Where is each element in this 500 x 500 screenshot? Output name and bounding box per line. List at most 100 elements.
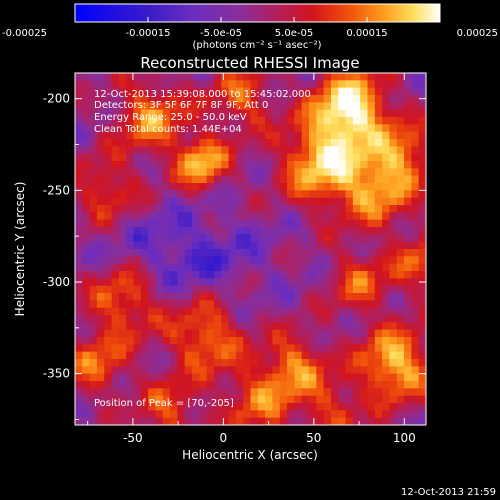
heatmap-cell [294, 234, 303, 243]
heatmap-cell [389, 344, 398, 353]
heatmap-cell [404, 175, 412, 184]
heatmap-cell [345, 190, 354, 199]
heatmap-cell [118, 263, 127, 272]
heatmap-cell [287, 95, 295, 103]
heatmap-image [75, 73, 426, 425]
heatmap-cell [287, 73, 295, 81]
heatmap-cell [301, 307, 310, 316]
heatmap-cell [382, 315, 391, 323]
heatmap-cell [111, 315, 120, 323]
heatmap-cell [411, 315, 420, 323]
heatmap-cell [89, 190, 98, 199]
heatmap-cell [323, 417, 332, 425]
heatmap-cell [111, 285, 120, 294]
heatmap-cell [404, 417, 412, 425]
heatmap-cell [111, 344, 120, 353]
heatmap-cell [104, 197, 113, 206]
heatmap-cell [418, 183, 426, 191]
heatmap-cell [177, 117, 186, 125]
heatmap-cell [418, 271, 426, 279]
heatmap-cell [309, 190, 317, 199]
heatmap-cell [272, 117, 281, 125]
heatmap-cell [374, 293, 383, 301]
heatmap-cell [155, 95, 164, 103]
heatmap-cell [228, 168, 237, 177]
heatmap-cell [272, 124, 281, 133]
heatmap-cell [345, 256, 354, 265]
heatmap-cell [243, 322, 252, 331]
heatmap-cell [148, 109, 157, 118]
heatmap-cell [126, 300, 135, 309]
heatmap-cell [360, 131, 369, 140]
heatmap-cell [118, 168, 127, 177]
heatmap-cell [396, 307, 405, 316]
heatmap-cell [133, 285, 142, 294]
heatmap-cell [206, 153, 215, 162]
heatmap-cell [352, 124, 361, 133]
heatmap-cell [177, 293, 186, 301]
heatmap-cell [170, 183, 178, 191]
heatmap-cell [316, 161, 325, 169]
heatmap-cell [75, 417, 83, 425]
heatmap-cell [287, 80, 295, 89]
heatmap-cell [374, 337, 383, 345]
heatmap-cell [243, 190, 252, 199]
heatmap-cell [360, 256, 369, 265]
heatmap-cell [272, 351, 281, 360]
heatmap-cell [360, 183, 369, 191]
heatmap-cell [360, 329, 369, 338]
heatmap-cell [294, 271, 303, 279]
heatmap-cell [404, 153, 412, 162]
heatmap-cell [243, 278, 252, 287]
heatmap-cell [162, 183, 171, 191]
heatmap-cell [118, 146, 127, 155]
heatmap-cell [330, 131, 339, 140]
heatmap-cell [294, 102, 303, 111]
heatmap-cell [360, 87, 369, 96]
heatmap-cell [250, 183, 259, 191]
heatmap-cell [118, 219, 127, 228]
heatmap-cell [243, 95, 252, 103]
heatmap-cell [301, 183, 310, 191]
heatmap-cell [221, 278, 230, 287]
heatmap-cell [111, 102, 120, 111]
heatmap-cell [265, 146, 274, 155]
heatmap-cell [323, 190, 332, 199]
heatmap-cell [199, 241, 208, 250]
heatmap-cell [177, 278, 186, 287]
heatmap-cell [89, 344, 98, 353]
heatmap-cell [316, 139, 325, 147]
heatmap-cell [206, 161, 215, 169]
heatmap-cell [228, 351, 237, 360]
heatmap-cell [374, 300, 383, 309]
heatmap-cell [243, 73, 252, 81]
heatmap-cell [265, 212, 274, 221]
heatmap-cell [418, 139, 426, 147]
heatmap-cell [345, 395, 354, 404]
heatmap-cell [148, 366, 157, 375]
heatmap-cell [75, 381, 83, 389]
heatmap-cell [411, 102, 420, 111]
heatmap-cell [323, 146, 332, 155]
heatmap-cell [389, 329, 398, 338]
heatmap-cell [155, 190, 164, 199]
heatmap-cell [184, 366, 193, 375]
heatmap-cell [206, 73, 215, 81]
heatmap-cell [243, 153, 252, 162]
heatmap-cell [199, 410, 208, 419]
heatmap-cell [418, 190, 426, 199]
heatmap-cell [111, 190, 120, 199]
heatmap-cell [316, 315, 325, 323]
heatmap-cell [279, 381, 288, 389]
heatmap-cell [250, 241, 259, 250]
heatmap-cell [272, 410, 281, 419]
heatmap-cell [272, 168, 281, 177]
heatmap-cell [206, 197, 215, 206]
heatmap-cell [184, 95, 193, 103]
heatmap-cell [301, 219, 310, 228]
heatmap-cell [265, 344, 274, 353]
heatmap-cell [82, 322, 91, 331]
heatmap-cell [184, 263, 193, 272]
heatmap-cell [330, 249, 339, 257]
heatmap-cell [265, 131, 274, 140]
